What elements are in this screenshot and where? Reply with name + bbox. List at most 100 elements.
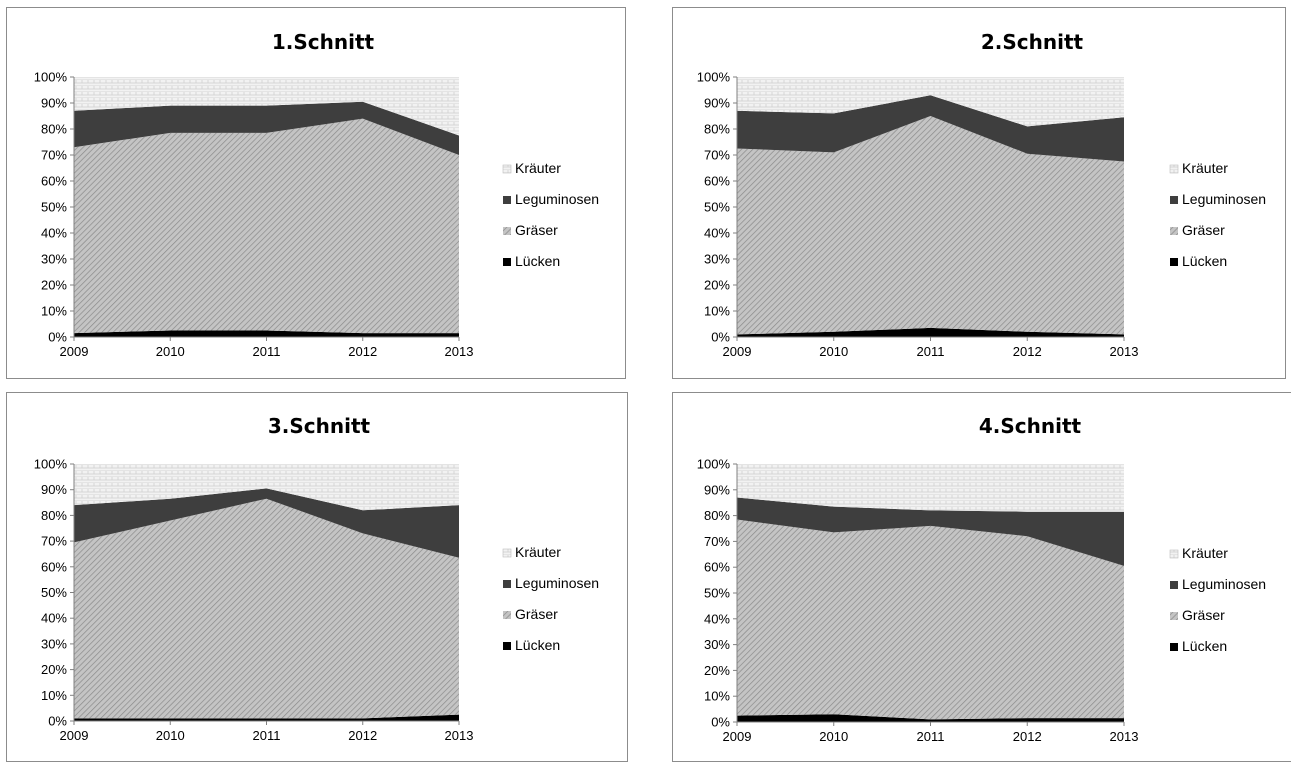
x-tick-label: 2011 [917,729,945,744]
area-graeser [74,498,459,719]
chart-panel-2: 2.Schnitt 0% 10% 20% 30% 40% 50% 60% 70% 80% 90% 10… [672,7,1286,379]
chart-panel-3: 3.Schnitt 0% 10% 20% 30% 40% 50% 60% 70% 80% 90% 10… [6,392,628,762]
y-tick-label: 30% [41,252,67,267]
x-tick-label: 2009 [723,344,752,359]
y-tick-label: 50% [41,200,67,215]
x-tick-label: 2010 [156,344,185,359]
area-leguminosen [74,101,459,155]
y-tick-label: 70% [704,534,730,549]
area-luecken [74,714,459,721]
area-luecken [737,714,1124,722]
y-tick-label: 60% [704,174,730,189]
legend-swatch-leguminosen [1170,581,1178,589]
chart-title: 1.Schnitt [272,30,375,54]
y-tick-label: 40% [704,611,730,626]
area-graeser [737,519,1124,720]
legend-swatch-luecken [1170,258,1178,266]
y-tick-label: 100% [34,457,68,472]
y-tick-label: 10% [704,689,730,704]
legend-label-luecken: Lücken [1182,638,1227,654]
legend-label-kraeuter: Kräuter [515,160,561,176]
y-tick-label: 60% [41,174,67,189]
legend-swatch-graeser [503,227,511,235]
y-tick-label: 20% [41,278,67,293]
x-tick-label: 2011 [917,344,945,359]
y-tick-label: 20% [704,278,730,293]
legend-label-graeser: Gräser [515,222,558,238]
y-tick-label: 30% [704,637,730,652]
x-tick-label: 2013 [445,728,474,743]
y-tick-label: 50% [41,585,67,600]
y-tick-label: 40% [41,611,67,626]
x-tick-label: 2011 [253,728,281,743]
x-tick-label: 2010 [156,728,185,743]
y-tick-label: 40% [41,226,67,241]
x-tick-label: 2012 [1013,729,1042,744]
y-tick-label: 90% [704,96,730,111]
legend-swatch-leguminosen [1170,196,1178,204]
legend-label-kraeuter: Kräuter [1182,545,1228,561]
legend-swatch-kraeuter [502,548,512,558]
legend-label-luecken: Lücken [515,637,560,653]
legend-label-leguminosen: Leguminosen [1182,191,1266,207]
area-kraeuter [737,77,1124,127]
y-tick-label: 10% [41,688,67,703]
x-tick-label: 2012 [1013,344,1042,359]
y-tick-label: 0% [711,330,730,345]
area-chart-2: 2.Schnitt 0% 10% 20% 30% 40% 50% 60% 70% 80% 90% 10… [697,30,1266,359]
y-tick-label: 100% [34,70,68,85]
y-tick-label: 70% [41,148,67,163]
area-chart-3: 3.Schnitt 0% 10% 20% 30% 40% 50% 60% 70% 80% 90% 10… [34,414,599,743]
x-tick-label: 2012 [348,728,377,743]
legend-label-leguminosen: Leguminosen [515,191,599,207]
y-tick-label: 0% [48,714,67,729]
area-graeser [737,116,1124,335]
area-leguminosen [74,488,459,558]
y-tick-label: 20% [704,663,730,678]
legend-label-kraeuter: Kräuter [1182,160,1228,176]
y-tick-label: 0% [48,330,67,345]
area-graeser [74,118,459,334]
legend-swatch-graeser [1170,612,1178,620]
x-tick-label: 2009 [60,728,89,743]
area-chart-4: 4.Schnitt 0% 10% 20% 30% 40% 50% 60% 70% 80% 90% 10… [697,414,1266,744]
y-tick-label: 0% [711,715,730,730]
x-tick-label: 2012 [348,344,377,359]
legend-swatch-leguminosen [503,196,511,204]
legend-label-leguminosen: Leguminosen [1182,576,1266,592]
y-tick-label: 90% [41,482,67,497]
y-tick-label: 10% [41,304,67,319]
legend-swatch-kraeuter [1169,164,1179,174]
y-tick-label: 90% [704,482,730,497]
y-tick-label: 100% [697,457,731,472]
legend-label-graeser: Gräser [515,606,558,622]
y-tick-label: 80% [704,122,730,137]
y-tick-label: 80% [41,508,67,523]
y-tick-label: 60% [704,560,730,575]
legend-swatch-kraeuter [502,164,512,174]
legend-label-luecken: Lücken [1182,253,1227,269]
legend-label-leguminosen: Leguminosen [515,575,599,591]
area-kraeuter [74,464,459,511]
area-luecken [74,330,459,337]
legend-swatch-luecken [1170,643,1178,651]
y-tick-label: 90% [41,96,67,111]
legend-label-kraeuter: Kräuter [515,544,561,560]
y-tick-label: 60% [41,559,67,574]
chart-panel-4: 4.Schnitt 0% 10% 20% 30% 40% 50% 60% 70% 80% 90% 10… [672,392,1291,762]
legend-label-graeser: Gräser [1182,607,1225,623]
x-tick-label: 2009 [723,729,752,744]
x-tick-label: 2013 [1110,344,1139,359]
area-leguminosen [737,95,1124,162]
x-tick-label: 2009 [60,344,89,359]
y-tick-label: 70% [704,148,730,163]
legend-swatch-graeser [1170,227,1178,235]
x-tick-label: 2010 [819,729,848,744]
y-tick-label: 30% [704,252,730,267]
y-tick-label: 100% [697,70,731,85]
area-kraeuter [737,464,1124,512]
y-tick-label: 70% [41,534,67,549]
legend-label-graeser: Gräser [1182,222,1225,238]
y-tick-label: 80% [704,508,730,523]
chart-title: 4.Schnitt [979,414,1082,438]
